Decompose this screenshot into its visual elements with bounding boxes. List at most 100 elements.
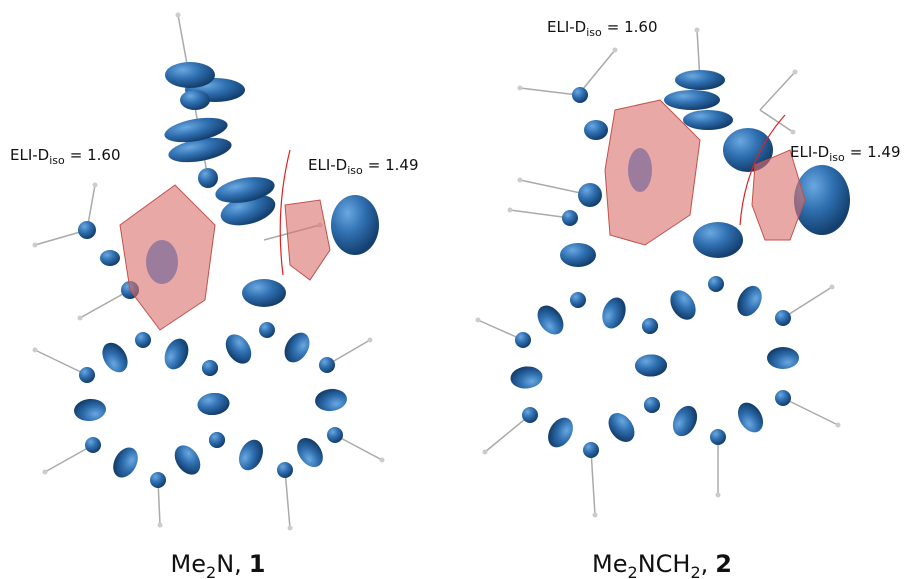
hydrogen bbox=[835, 422, 841, 428]
annotation-value: = 1.49 bbox=[850, 143, 901, 161]
annotation-value: = 1.60 bbox=[70, 146, 121, 164]
bond-stick bbox=[590, 449, 596, 516]
lone-pair-basin bbox=[560, 243, 596, 267]
atom-basin bbox=[327, 427, 343, 443]
atom-basin bbox=[522, 407, 538, 423]
bond-stick bbox=[44, 444, 94, 473]
hydrogen bbox=[475, 317, 481, 323]
bond-basin bbox=[635, 354, 667, 377]
lone-pair-basin bbox=[693, 222, 743, 258]
bond-basin bbox=[102, 342, 128, 373]
bond-basin bbox=[113, 447, 138, 478]
bond-basin bbox=[74, 398, 106, 422]
caption-text: Me bbox=[171, 550, 206, 578]
caption-number: 1 bbox=[249, 550, 266, 578]
atom-basin bbox=[775, 310, 791, 326]
bond-basin bbox=[548, 417, 573, 448]
hydrogen bbox=[32, 242, 38, 248]
hydrogen bbox=[592, 512, 598, 518]
atom-basin bbox=[209, 432, 225, 448]
lone-pair-basin bbox=[664, 90, 720, 110]
bond-stick bbox=[34, 229, 88, 246]
caption: Me2N, 1 bbox=[171, 550, 266, 579]
bond-stick bbox=[334, 434, 383, 461]
annotation: ELI-Diso = 1.60 bbox=[10, 146, 121, 167]
hydrogen bbox=[92, 182, 98, 188]
caption-sub: 2 bbox=[690, 563, 700, 579]
caption-number: 2 bbox=[715, 550, 732, 578]
bond-stick bbox=[477, 319, 524, 341]
bond-stick bbox=[79, 289, 131, 319]
atom-basin bbox=[570, 292, 586, 308]
bond-basin bbox=[174, 445, 201, 475]
hydrogen bbox=[32, 347, 38, 353]
bond-stick bbox=[577, 49, 616, 96]
annotation-sub: iso bbox=[49, 154, 65, 167]
caption-sub: 2 bbox=[628, 563, 638, 579]
bond-stick bbox=[284, 469, 291, 529]
bond-stick bbox=[326, 339, 371, 366]
lone-pair-basin bbox=[100, 250, 120, 266]
lone-pair-basin bbox=[584, 120, 608, 140]
atom-basin bbox=[259, 322, 275, 338]
hydrogen bbox=[379, 457, 385, 463]
hydrogen bbox=[517, 85, 523, 91]
lone-pair-basin bbox=[164, 117, 228, 143]
atom-basin bbox=[515, 332, 531, 348]
lone-pair-basin bbox=[683, 110, 733, 130]
hydrogen bbox=[42, 469, 48, 475]
contour bbox=[279, 149, 291, 276]
basin-inner bbox=[628, 148, 652, 192]
hydrogen bbox=[482, 449, 488, 455]
bond-basin bbox=[672, 405, 698, 437]
lone-pair-basin bbox=[168, 137, 232, 163]
lone-pair-basin bbox=[675, 70, 725, 90]
hydrogen bbox=[517, 177, 523, 183]
bond-basin bbox=[737, 285, 762, 317]
lone-pair-basin bbox=[215, 177, 275, 203]
atom-basin bbox=[710, 429, 726, 445]
lone-pair-basin bbox=[794, 165, 850, 235]
caption-rest: N, bbox=[216, 550, 242, 578]
annotation: ELI-Diso = 1.49 bbox=[790, 143, 901, 164]
bond-stick bbox=[509, 209, 571, 219]
atom-basin bbox=[708, 276, 724, 292]
lone-pair-basin bbox=[572, 87, 588, 103]
hydrogen bbox=[715, 492, 721, 498]
basin-red bbox=[604, 99, 701, 246]
bond-basin bbox=[767, 347, 799, 369]
caption-sub: 2 bbox=[206, 563, 216, 579]
bond-stick bbox=[484, 414, 531, 453]
bond-basin bbox=[602, 297, 626, 329]
annotation-sub: iso bbox=[347, 164, 363, 177]
bond-stick bbox=[782, 397, 839, 426]
atom-basin bbox=[202, 360, 218, 376]
atom-basin bbox=[135, 332, 151, 348]
bond-basin bbox=[670, 290, 696, 320]
atom-basin bbox=[644, 397, 660, 413]
annotation-text: ELI-D bbox=[790, 143, 829, 161]
bond-stick bbox=[759, 71, 796, 111]
hydrogen bbox=[507, 207, 513, 213]
lone-pair-basin bbox=[165, 62, 215, 88]
hydrogen bbox=[175, 12, 181, 18]
lone-pair-basin bbox=[578, 183, 602, 207]
annotation-text: ELI-D bbox=[10, 146, 49, 164]
bond-basin bbox=[737, 402, 764, 433]
lone-pair-basin bbox=[180, 90, 210, 110]
lone-pair-basin bbox=[723, 128, 773, 172]
atom-basin bbox=[319, 357, 335, 373]
hydrogen bbox=[612, 47, 618, 53]
bond-basin bbox=[608, 413, 635, 442]
lone-pair-basin bbox=[242, 279, 286, 307]
basin-inner bbox=[146, 240, 178, 284]
hydrogen bbox=[829, 284, 835, 290]
caption: Me2NCH2, 2 bbox=[592, 550, 732, 579]
bond-basin bbox=[225, 334, 252, 364]
contour bbox=[739, 114, 786, 226]
annotation-text: ELI-D bbox=[308, 156, 347, 174]
bond-basin bbox=[510, 366, 543, 389]
annotation-text: ELI-D bbox=[547, 18, 586, 36]
bond-basin bbox=[537, 305, 564, 335]
